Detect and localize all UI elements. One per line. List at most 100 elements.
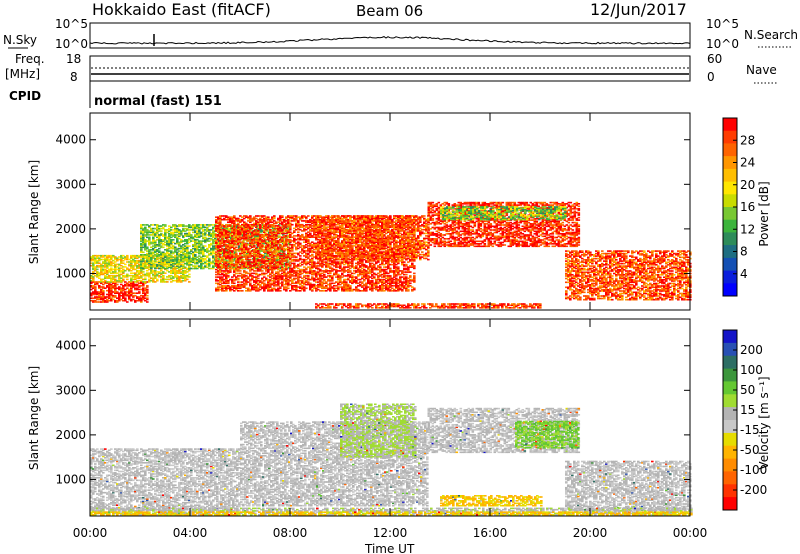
power-cell — [237, 285, 240, 287]
power-cell — [239, 226, 242, 228]
power-cell — [182, 224, 185, 226]
power-cell — [219, 221, 222, 223]
power-cell — [98, 291, 101, 293]
power-cell — [150, 277, 153, 279]
power-cell — [202, 250, 205, 252]
power-cell — [227, 231, 230, 233]
power-cell — [259, 221, 262, 223]
power-cell — [277, 252, 280, 255]
power-cell — [241, 252, 244, 255]
power-cell — [239, 256, 242, 258]
power-cell — [223, 285, 226, 287]
power-cell — [174, 225, 177, 227]
power-cell — [192, 267, 195, 270]
power-cell — [108, 263, 111, 266]
power-cell — [285, 237, 288, 240]
power-cell — [286, 247, 289, 250]
power-cell — [231, 263, 234, 266]
power-cell — [251, 235, 254, 237]
power-cell — [180, 265, 183, 267]
power-cell — [168, 255, 171, 257]
power-cell — [231, 235, 234, 237]
power-cell — [194, 251, 197, 254]
power-cell — [142, 246, 145, 249]
power-cell — [146, 257, 149, 260]
power-cell — [239, 275, 242, 277]
power-cell — [249, 273, 252, 276]
power-cell — [188, 266, 191, 269]
power-cell — [162, 234, 165, 236]
power-cell — [134, 292, 137, 294]
power-cell — [275, 241, 278, 243]
power-cell — [231, 230, 234, 232]
power-cell — [130, 263, 133, 266]
power-cell — [100, 273, 103, 276]
power-cell — [160, 225, 163, 227]
power-cell — [148, 249, 151, 251]
power-cell — [285, 216, 288, 218]
power-cell — [192, 251, 195, 254]
power-cell — [301, 233, 304, 236]
power-cell — [208, 231, 211, 234]
power-cell — [295, 226, 298, 228]
power-cell — [174, 230, 177, 232]
power-cell — [269, 236, 272, 238]
power-cell — [200, 249, 203, 251]
power-cell — [134, 299, 137, 302]
power-cell — [148, 252, 151, 255]
power-cell — [271, 231, 274, 233]
power-cell — [170, 269, 173, 272]
power-cell — [287, 222, 290, 225]
power-cell — [251, 226, 254, 228]
power-cell — [162, 277, 165, 279]
power-cell — [188, 245, 191, 247]
power-cell — [273, 236, 276, 238]
power-cell — [247, 217, 250, 220]
power-cell — [146, 254, 149, 257]
power-cell — [263, 272, 266, 275]
power-cell — [221, 280, 224, 282]
power-cell — [233, 263, 236, 266]
power-cell — [259, 288, 262, 291]
power-cell — [281, 272, 284, 275]
power-cell — [160, 267, 163, 269]
power-cell — [247, 250, 250, 252]
power-cell — [208, 250, 211, 252]
power-cell — [202, 259, 205, 261]
power-cell — [266, 241, 269, 244]
power-cell — [295, 285, 298, 287]
power-cell — [148, 263, 151, 266]
power-cell — [130, 287, 133, 289]
power-cell — [214, 237, 217, 240]
power-cell — [156, 232, 159, 235]
power-cell — [287, 262, 290, 265]
power-cell — [206, 229, 209, 231]
power-cell — [154, 264, 157, 266]
power-cell — [269, 268, 272, 271]
power-cell — [281, 237, 284, 240]
power-cell — [245, 283, 248, 286]
power-cell — [202, 251, 205, 254]
power-cell — [253, 272, 256, 275]
power-cell — [112, 278, 115, 281]
power-cell — [208, 267, 211, 270]
power-cell — [100, 289, 103, 292]
power-cell — [164, 259, 167, 261]
power-cell — [178, 250, 181, 252]
power-cell — [261, 238, 264, 241]
power-cell — [299, 242, 302, 245]
power-cell — [166, 247, 169, 250]
power-cell — [279, 282, 282, 285]
power-cell — [255, 222, 258, 225]
power-cell — [148, 262, 151, 265]
power-cell — [210, 252, 213, 255]
power-cell — [220, 227, 223, 230]
power-cell — [231, 217, 234, 220]
power-cell — [235, 261, 238, 263]
power-cell — [257, 222, 260, 225]
power-cell — [279, 277, 282, 280]
power-cell — [229, 290, 232, 292]
power-cell — [132, 261, 135, 263]
power-cell — [100, 286, 103, 288]
power-cell — [243, 252, 246, 255]
